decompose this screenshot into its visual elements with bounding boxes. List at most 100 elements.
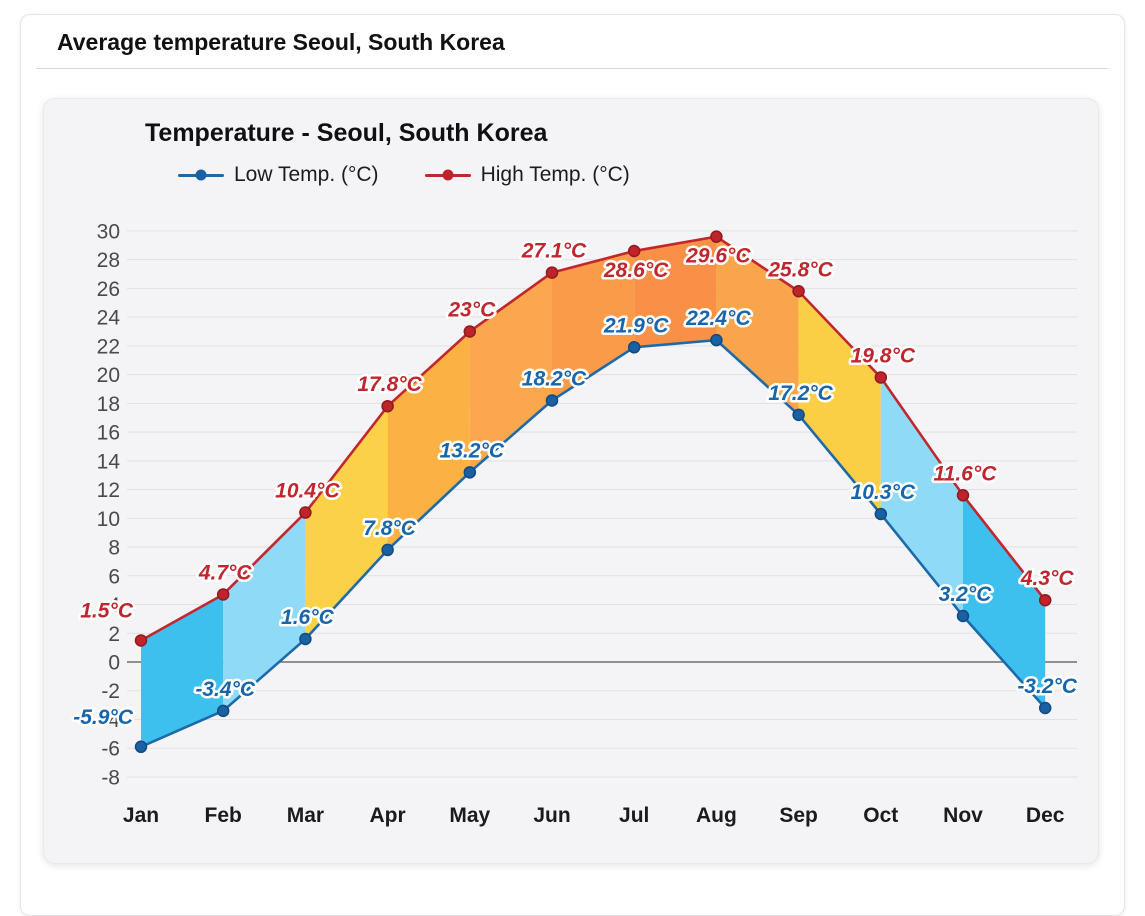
data-point[interactable] [134, 634, 148, 647]
temperature-band [552, 251, 635, 401]
data-point-label: 7.8°C [363, 517, 417, 540]
data-point[interactable] [463, 325, 477, 338]
chart-card: Temperature - Seoul, South Korea Low Tem… [43, 98, 1099, 864]
data-point-label: 23°C [447, 298, 496, 321]
data-point[interactable] [792, 285, 805, 298]
data-point-label: 17.8°C [357, 373, 422, 396]
y-tick-label: 14 [97, 450, 121, 473]
data-point-label: -3.2°C [1017, 675, 1078, 698]
data-point-label: 4.3°C [1020, 567, 1075, 590]
x-axis-month-label: Jun [533, 804, 570, 827]
y-tick-label: 18 [97, 393, 120, 416]
data-point[interactable] [710, 230, 723, 243]
data-point-label: 18.2°C [522, 367, 587, 390]
y-tick-label: -2 [101, 680, 120, 703]
temperature-band [634, 236, 717, 348]
temperature-band [141, 594, 224, 747]
high-temp-line [140, 235, 1047, 642]
data-point[interactable] [627, 244, 641, 258]
page-header: Average temperature Seoul, South Korea [36, 29, 1109, 69]
data-point[interactable] [299, 506, 312, 519]
data-point[interactable] [381, 543, 394, 557]
y-tick-label: 2 [108, 623, 120, 646]
y-tick-label: 8 [108, 537, 120, 560]
temperature-band [469, 272, 552, 473]
y-tick-label: 26 [97, 278, 120, 301]
temperature-band [223, 512, 306, 711]
temperature-band [963, 495, 1046, 708]
data-point[interactable] [216, 588, 230, 601]
data-point-label: 25.8°C [767, 258, 833, 281]
y-tick-label: -6 [101, 738, 120, 761]
data-point[interactable] [463, 466, 477, 479]
x-axis-month-label: Jan [123, 804, 159, 827]
data-point[interactable] [545, 266, 559, 279]
y-tick-label: -4 [101, 709, 120, 732]
data-point-label: 11.6°C [934, 462, 998, 485]
chart-legend: Low Temp. (°C) High Temp. (°C) [178, 163, 630, 187]
chart-title: Temperature - Seoul, South Korea [145, 119, 548, 147]
data-point[interactable] [874, 371, 888, 384]
y-tick-label: 20 [97, 364, 120, 387]
data-point[interactable] [216, 704, 230, 718]
legend-item-high: High Temp. (°C) [424, 163, 630, 187]
data-point-label: 17.2°C [768, 382, 833, 405]
y-tick-label: 6 [108, 565, 120, 588]
high-series-marker-icon [424, 169, 471, 181]
x-axis-month-label: Nov [943, 804, 983, 827]
data-point[interactable] [134, 740, 148, 754]
data-point[interactable] [627, 341, 641, 354]
data-point[interactable] [710, 333, 723, 347]
data-point[interactable] [956, 609, 970, 623]
x-axis-month-label: Oct [863, 804, 898, 827]
legend-label-high: High Temp. (°C) [480, 163, 630, 186]
low-series-marker-icon [178, 169, 224, 181]
y-tick-label: -8 [101, 766, 120, 789]
y-tick-label: 30 [97, 220, 120, 243]
low-temp-line [140, 338, 1047, 748]
data-point-label: 10.3°C [851, 481, 916, 504]
data-point-label: 21.9°C [603, 314, 669, 337]
y-tick-label: 4 [108, 594, 120, 617]
data-point-label: 29.6°C [685, 245, 751, 268]
data-point[interactable] [299, 632, 312, 646]
temperature-band [387, 331, 470, 550]
data-point-label: 10.4°C [275, 480, 340, 503]
data-point-label: -3.4°C [195, 678, 256, 701]
data-point-label: 1.5°C [80, 599, 134, 622]
data-point[interactable] [874, 507, 888, 521]
x-axis-month-label: Aug [696, 804, 737, 827]
x-axis-month-label: Dec [1026, 804, 1065, 827]
x-axis-month-label: Sep [779, 804, 818, 827]
data-point[interactable] [1038, 701, 1052, 715]
plot-svg: 302826242220181614121086420-2-4-6-8-5.9°… [71, 220, 1081, 827]
legend-item-low: Low Temp. (°C) [178, 163, 379, 187]
data-point-label: 19.8°C [851, 344, 916, 367]
data-point-label: 1.6°C [281, 606, 335, 629]
x-axis-month-label: May [449, 804, 490, 827]
y-tick-label: 16 [97, 422, 120, 445]
data-point[interactable] [545, 394, 559, 407]
temperature-band [305, 406, 388, 640]
y-tick-label: 28 [97, 249, 120, 272]
data-point[interactable] [792, 408, 805, 422]
y-tick-label: 10 [97, 508, 120, 531]
data-point[interactable] [1038, 593, 1052, 607]
data-point-label: -5.9°C [73, 706, 134, 729]
x-axis-month-label: Feb [205, 804, 242, 827]
x-axis-month-label: Apr [370, 804, 406, 827]
y-tick-label: 0 [108, 652, 120, 675]
page-title: Average temperature Seoul, South Korea [57, 29, 505, 55]
data-point[interactable] [956, 489, 970, 502]
y-tick-label: 24 [97, 307, 121, 330]
data-point[interactable] [381, 399, 394, 413]
temperature-band [716, 236, 799, 415]
data-point-label: 13.2°C [440, 439, 505, 462]
temperature-band [880, 377, 963, 617]
data-point-label: 27.1°C [521, 240, 587, 263]
x-axis-month-label: Jul [619, 804, 649, 827]
y-tick-label: 12 [97, 479, 120, 502]
x-axis-month-label: Mar [287, 804, 324, 827]
legend-label-low: Low Temp. (°C) [234, 163, 379, 186]
y-tick-label: 22 [97, 335, 120, 358]
